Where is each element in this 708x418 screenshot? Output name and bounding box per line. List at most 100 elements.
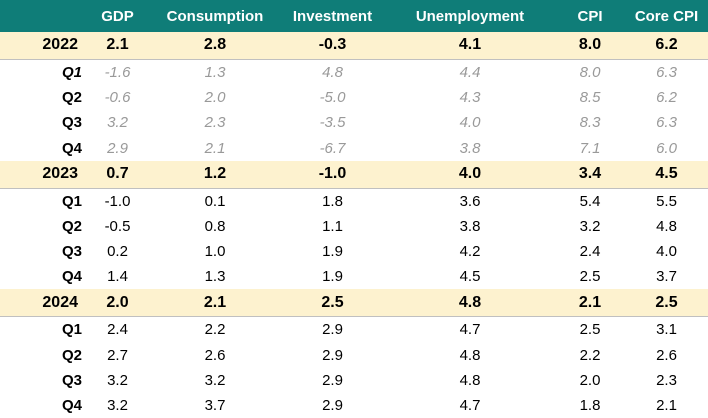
row-label: Q2 (61, 89, 82, 107)
header-consumption: Consumption (150, 0, 280, 32)
cell-gdp: -1.6 (104, 64, 131, 82)
cell-investment: 2.5 (280, 289, 385, 318)
cell-consumption: 1.3 (204, 64, 226, 82)
quarter-row: Q3 3.2 2.3 -3.5 4.0 8.3 6.3 (0, 110, 708, 135)
cell-cpi: 2.0 (579, 371, 601, 389)
cell-consumption: 2.8 (150, 32, 280, 60)
row-label: Q3 (61, 371, 82, 389)
cell-cpi: 2.1 (555, 289, 625, 318)
header-corner (0, 0, 85, 32)
cell-gdp: -0.6 (104, 89, 131, 107)
cell-consumption: 2.6 (204, 346, 226, 364)
cell-cpi: 2.5 (579, 321, 601, 339)
cell-core-cpi: 5.5 (656, 192, 677, 210)
quarter-row: Q1 -1.6 1.3 4.8 4.4 8.0 6.3 (0, 59, 708, 85)
cell-unemployment: 3.8 (459, 217, 481, 235)
cell-consumption: 0.1 (204, 192, 226, 210)
row-label: 2023 (0, 160, 85, 189)
cell-consumption: 2.1 (150, 289, 280, 318)
cell-unemployment: 4.5 (459, 268, 481, 286)
cell-core-cpi: 2.3 (656, 371, 677, 389)
cell-unemployment: 4.7 (459, 321, 481, 339)
row-label: Q1 (61, 192, 82, 210)
cell-gdp: 2.9 (107, 139, 128, 157)
cell-core-cpi: 3.7 (656, 268, 677, 286)
cell-investment: 2.9 (322, 371, 343, 389)
quarter-row: Q2 2.7 2.6 2.9 4.8 2.2 2.6 (0, 343, 708, 368)
cell-consumption: 3.7 (204, 396, 226, 414)
row-label: Q4 (61, 396, 82, 414)
cell-cpi: 8.0 (555, 32, 625, 60)
cell-cpi: 7.1 (579, 139, 601, 157)
cell-investment: 1.9 (322, 243, 343, 261)
cell-core-cpi: 2.6 (656, 346, 677, 364)
cell-core-cpi: 6.0 (656, 139, 677, 157)
year-row: 2023 0.7 1.2 -1.0 4.0 3.4 4.5 (0, 160, 708, 189)
cell-investment: -6.7 (319, 139, 346, 157)
year-row: 2022 2.1 2.8 -0.3 4.1 8.0 6.2 (0, 32, 708, 60)
cell-investment: -3.5 (319, 114, 346, 132)
cell-unemployment: 3.8 (459, 139, 481, 157)
cell-gdp: 0.2 (107, 243, 128, 261)
row-label: Q1 (61, 64, 82, 82)
table-body: 2022 2.1 2.8 -0.3 4.1 8.0 6.2 Q1 -1.6 1.3 4.8 4.4 8.… (0, 32, 708, 418)
cell-investment: 2.9 (322, 396, 343, 414)
cell-core-cpi: 6.2 (656, 89, 677, 107)
cell-cpi: 2.4 (579, 243, 601, 261)
header-cpi: CPI (555, 0, 625, 32)
cell-consumption: 2.2 (204, 321, 226, 339)
row-label: Q3 (61, 114, 82, 132)
cell-investment: 1.9 (322, 268, 343, 286)
cell-core-cpi: 6.2 (625, 32, 708, 60)
cell-core-cpi: 6.3 (656, 64, 677, 82)
row-label: Q4 (61, 139, 82, 157)
cell-cpi: 2.2 (579, 346, 601, 364)
cell-gdp: 2.7 (107, 346, 128, 364)
cell-gdp: 1.4 (107, 268, 128, 286)
row-label: 2022 (0, 32, 85, 60)
cell-cpi: 1.8 (579, 396, 601, 414)
cell-unemployment: 4.0 (459, 114, 481, 132)
row-label: 2024 (0, 289, 85, 318)
cell-gdp: 3.2 (107, 371, 128, 389)
cell-gdp: 2.1 (85, 32, 150, 60)
header-core-cpi: Core CPI (625, 0, 708, 32)
cell-gdp: 2.0 (85, 289, 150, 318)
header-row: GDP Consumption Investment Unemployment … (0, 0, 708, 32)
year-row: 2024 2.0 2.1 2.5 4.8 2.1 2.5 (0, 289, 708, 318)
cell-consumption: 0.8 (204, 217, 226, 235)
cell-core-cpi: 4.5 (625, 160, 708, 189)
cell-unemployment: 4.8 (385, 289, 555, 318)
cell-consumption: 1.0 (204, 243, 226, 261)
row-label: Q2 (61, 346, 82, 364)
cell-gdp: 0.7 (85, 160, 150, 189)
cell-unemployment: 4.0 (385, 160, 555, 189)
cell-consumption: 2.0 (204, 89, 226, 107)
header-unemployment: Unemployment (385, 0, 555, 32)
quarter-row: Q2 -0.6 2.0 -5.0 4.3 8.5 6.2 (0, 85, 708, 110)
cell-gdp: 2.4 (107, 321, 128, 339)
cell-gdp: 3.2 (107, 114, 128, 132)
row-label: Q4 (61, 268, 82, 286)
cell-core-cpi: 2.5 (625, 289, 708, 318)
cell-unemployment: 4.1 (385, 32, 555, 60)
cell-cpi: 3.4 (555, 160, 625, 189)
quarter-row: Q4 1.4 1.3 1.9 4.5 2.5 3.7 (0, 264, 708, 289)
cell-consumption: 3.2 (204, 371, 226, 389)
quarter-row: Q2 -0.5 0.8 1.1 3.8 3.2 4.8 (0, 214, 708, 239)
row-label: Q3 (61, 243, 82, 261)
cell-core-cpi: 6.3 (656, 114, 677, 132)
cell-investment: 1.1 (322, 217, 343, 235)
cell-gdp: -0.5 (104, 217, 131, 235)
cell-cpi: 3.2 (579, 217, 601, 235)
quarter-row: Q1 -1.0 0.1 1.8 3.6 5.4 5.5 (0, 188, 708, 214)
cell-investment: 1.8 (322, 192, 343, 210)
cell-core-cpi: 2.1 (656, 396, 677, 414)
row-label: Q1 (61, 321, 82, 339)
row-label: Q2 (61, 217, 82, 235)
cell-gdp: 3.2 (107, 396, 128, 414)
cell-unemployment: 4.7 (459, 396, 481, 414)
cell-unemployment: 4.3 (459, 89, 481, 107)
cell-investment: -5.0 (319, 89, 346, 107)
